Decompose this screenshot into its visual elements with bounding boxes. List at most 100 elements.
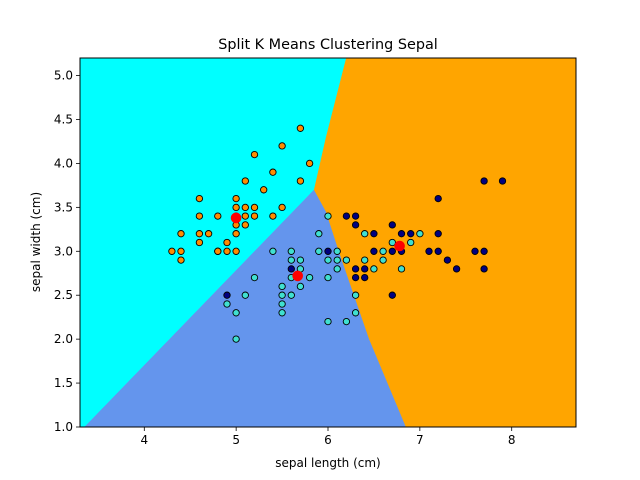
y-tick-label: 2.5 bbox=[54, 288, 73, 302]
cluster-1-point bbox=[241, 221, 249, 229]
cluster-2-point bbox=[351, 291, 360, 299]
cluster-2-point bbox=[333, 265, 341, 273]
cluster-3-point bbox=[471, 247, 479, 255]
cluster-1-point bbox=[177, 230, 185, 238]
cluster-3-point bbox=[324, 247, 332, 255]
x-tick-label: 6 bbox=[324, 433, 332, 447]
cluster-1-point bbox=[278, 142, 286, 150]
y-tick-label: 2.0 bbox=[54, 332, 73, 346]
cluster-2-point bbox=[296, 256, 305, 264]
cluster-2-point bbox=[287, 256, 295, 264]
cluster-3-point bbox=[480, 177, 488, 185]
cluster-1-point bbox=[195, 238, 204, 247]
cluster-3-point bbox=[287, 265, 295, 273]
data-points bbox=[168, 124, 507, 343]
cluster-2-point bbox=[296, 282, 305, 291]
cluster-2-point bbox=[333, 256, 341, 264]
cluster-1-point bbox=[232, 194, 240, 203]
cluster-2-point bbox=[287, 247, 295, 255]
cluster-2-point bbox=[361, 256, 369, 264]
cluster-3-point bbox=[351, 273, 360, 282]
cluster-1-point bbox=[296, 177, 305, 185]
cluster-2-point bbox=[232, 335, 240, 343]
cluster-1-point bbox=[241, 212, 249, 220]
cluster-2-point bbox=[241, 291, 249, 299]
plot-area bbox=[79, 57, 577, 428]
cluster-1-point bbox=[232, 247, 240, 255]
cluster-2-point bbox=[379, 256, 387, 264]
cluster-2-point bbox=[278, 309, 286, 317]
cluster-1-point bbox=[204, 230, 213, 238]
cluster-3-point bbox=[397, 230, 406, 238]
cluster-2-point bbox=[351, 309, 360, 317]
cluster-2-point bbox=[388, 238, 396, 247]
x-tick-label: 5 bbox=[232, 433, 240, 447]
cluster-3-point bbox=[351, 212, 360, 220]
y-axis-label: sepal width (cm) bbox=[29, 192, 43, 292]
cluster-3-point bbox=[480, 247, 488, 255]
cluster-2-point bbox=[232, 309, 240, 317]
cluster-2-point bbox=[416, 230, 424, 238]
cluster-1-point bbox=[214, 247, 222, 255]
y-tick-label: 3.0 bbox=[54, 244, 73, 258]
cluster-2-point bbox=[324, 212, 332, 220]
y-tick-label: 5.0 bbox=[54, 69, 73, 83]
cluster-1-point bbox=[305, 159, 314, 168]
cluster-3-point bbox=[425, 247, 433, 255]
cluster-1-point bbox=[269, 212, 277, 220]
cluster-2-point bbox=[342, 317, 351, 326]
x-tick-label: 7 bbox=[416, 433, 424, 447]
cluster-3-point bbox=[434, 230, 442, 238]
cluster-1-point bbox=[232, 203, 240, 212]
cluster-1-point bbox=[241, 177, 249, 185]
cluster-1-point bbox=[195, 230, 204, 238]
cluster-3-point bbox=[480, 265, 488, 273]
cluster-1-point bbox=[177, 247, 185, 255]
cluster-1-point bbox=[250, 203, 259, 212]
cluster-3-point bbox=[443, 256, 452, 264]
cluster-2-point bbox=[278, 300, 286, 308]
cluster-3-point bbox=[388, 291, 396, 299]
cluster-3-point bbox=[407, 230, 415, 238]
x-axis-label: sepal length (cm) bbox=[275, 456, 380, 470]
cluster-1-point bbox=[223, 247, 231, 255]
cluster-3-point bbox=[223, 291, 231, 299]
cluster-3-point bbox=[434, 194, 442, 203]
x-tick-label: 4 bbox=[140, 433, 148, 447]
cluster-3-point bbox=[498, 177, 507, 185]
cluster-2-point bbox=[305, 273, 314, 282]
cluster-3-point bbox=[370, 230, 378, 238]
x-axis-ticks: 4 5 6 7 8 bbox=[140, 427, 516, 447]
cluster-1-point bbox=[250, 212, 259, 220]
cluster-3-point bbox=[361, 265, 369, 273]
cluster-2-point bbox=[278, 291, 286, 299]
cluster-1-point bbox=[232, 230, 240, 238]
cluster-2-point bbox=[370, 265, 378, 273]
cluster-2-point bbox=[333, 247, 341, 255]
cluster-3-point bbox=[370, 247, 378, 255]
cluster-2-point bbox=[287, 291, 295, 299]
cluster-2-point bbox=[361, 230, 369, 238]
cluster-2-point bbox=[278, 282, 286, 291]
y-tick-label: 4.5 bbox=[54, 113, 73, 127]
cluster-2-point bbox=[315, 247, 323, 255]
cluster-1-point bbox=[241, 203, 249, 212]
cluster-2-point bbox=[407, 238, 415, 247]
cluster-1-point bbox=[296, 124, 305, 132]
cluster-2-point bbox=[315, 230, 323, 238]
cluster-2-point bbox=[324, 317, 332, 326]
centroid-point bbox=[394, 240, 405, 252]
y-tick-label: 3.5 bbox=[54, 200, 73, 214]
cluster-1-point bbox=[214, 212, 222, 220]
cluster-1-point bbox=[177, 256, 185, 264]
cluster-3-point bbox=[351, 265, 360, 273]
cluster-1-point bbox=[195, 194, 204, 203]
cluster-3-point bbox=[342, 212, 351, 220]
chart-title: Split K Means Clustering Sepal bbox=[218, 37, 438, 53]
x-tick-label: 8 bbox=[508, 433, 516, 447]
cluster-2-point bbox=[379, 247, 387, 255]
cluster-1-point bbox=[269, 168, 277, 176]
cluster-3-point bbox=[434, 247, 442, 255]
cluster-1-point bbox=[223, 238, 231, 247]
